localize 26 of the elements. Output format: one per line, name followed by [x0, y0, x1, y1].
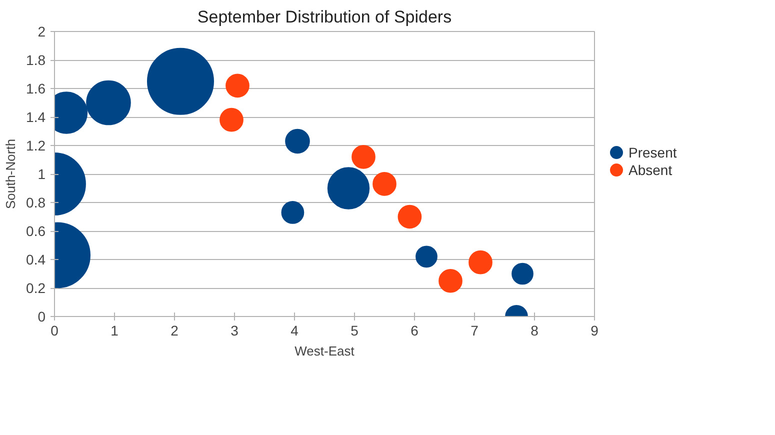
- x-tick-label: 3: [230, 322, 239, 338]
- y-tick-label: 0.8: [26, 194, 46, 210]
- legend-label: Absent: [628, 162, 672, 178]
- legend-label: Present: [628, 144, 677, 161]
- x-tick-label: 4: [290, 322, 299, 338]
- x-tick-label: 0: [50, 322, 59, 338]
- x-tick-label: 8: [530, 322, 539, 338]
- chart-title: September Distribution of Spiders: [197, 8, 452, 26]
- y-tick-label: 0.4: [26, 252, 46, 268]
- y-tick-label: 0: [38, 308, 46, 324]
- y-tick-label: 1.8: [26, 52, 46, 68]
- y-tick-label: 0.6: [26, 223, 46, 239]
- y-tick-label: 1.6: [26, 80, 46, 96]
- x-tick-label: 7: [470, 322, 479, 338]
- y-tick-label: 1.2: [26, 138, 46, 154]
- y-tick-label: 1: [38, 166, 46, 182]
- y-tick-label: 0.2: [26, 280, 46, 296]
- x-tick-label: 1: [110, 322, 119, 338]
- x-tick-label: 6: [410, 322, 419, 338]
- y-axis-title: South-North: [3, 138, 18, 210]
- x-tick-label: 5: [350, 322, 359, 338]
- x-axis-title: West-East: [294, 344, 355, 358]
- x-tick-label: 2: [170, 322, 179, 338]
- y-tick-label: 1.4: [26, 109, 46, 125]
- y-tick-label: 2: [38, 24, 46, 40]
- x-tick-label: 9: [590, 322, 599, 338]
